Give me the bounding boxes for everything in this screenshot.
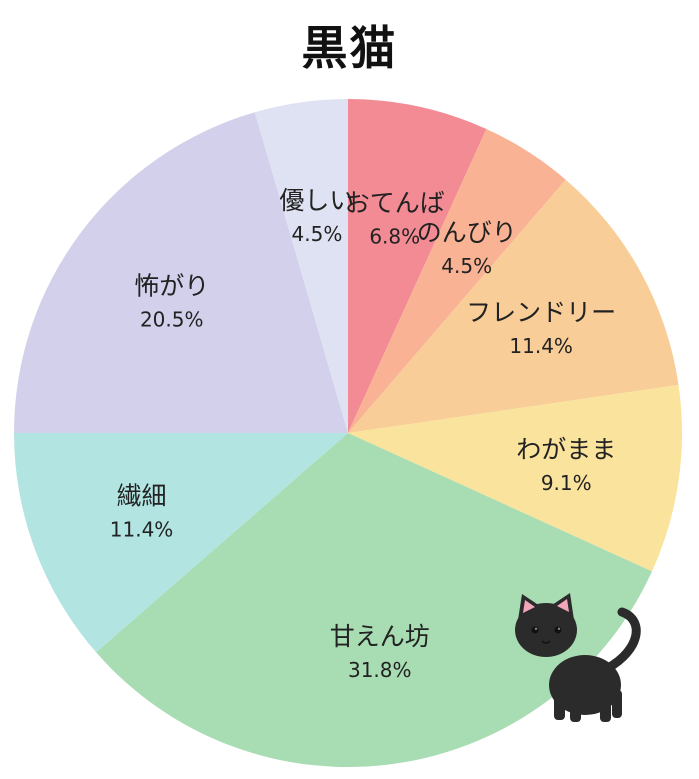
slice-percent-label: 9.1% (541, 471, 592, 495)
black-cat-icon (515, 593, 641, 722)
slice-percent-label: 6.8% (369, 225, 420, 249)
pie-slices (14, 99, 683, 767)
slice-label: 繊細 (117, 481, 167, 510)
slice-percent-label: 4.5% (292, 222, 343, 246)
slice-percent-label: 11.4% (110, 517, 174, 541)
pie-slice (348, 129, 566, 434)
slice-label: わがまま (516, 435, 616, 464)
pie-slice (254, 99, 348, 433)
pie-slice (14, 433, 348, 653)
slice-percent-label: 11.4% (509, 334, 573, 358)
slice-label: フレンドリー (466, 298, 616, 327)
slice-label: 優しい (279, 186, 354, 215)
slice-percent-label: 20.5% (140, 308, 204, 332)
slice-label: のんびり (417, 218, 517, 247)
chart-title: 黒猫 (301, 21, 398, 75)
pie-slice (348, 384, 683, 572)
slice-label: 怖がり (134, 272, 209, 301)
pie-slice (348, 179, 679, 433)
pie-slice (14, 112, 348, 434)
slice-label: 甘えん坊 (330, 622, 430, 651)
pie-slice (348, 99, 487, 433)
pie-slice (96, 433, 652, 767)
slice-percent-label: 4.5% (441, 254, 492, 278)
pie-labels: おてんば 6.8%のんびり 4.5% フレンドリー 11.4% わがまま 9.1% 甘えん坊 3… (110, 186, 616, 682)
slice-label: おてんば (345, 189, 445, 218)
slice-percent-label: 31.8% (348, 658, 412, 682)
